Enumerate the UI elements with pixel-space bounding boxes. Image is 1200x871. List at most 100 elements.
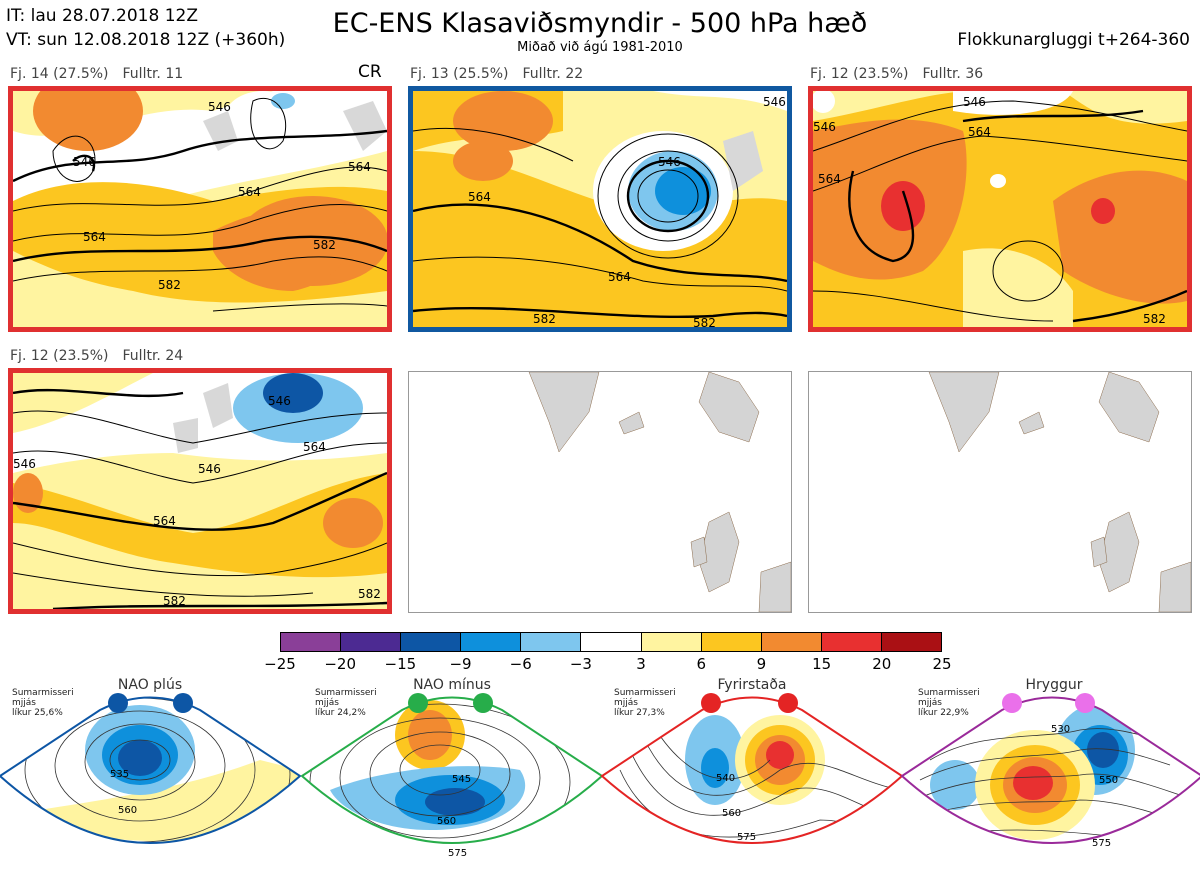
colorbar-swatch — [580, 633, 641, 651]
regime-contour-label: 545 — [452, 774, 471, 785]
regime-3-mean: mjjás — [614, 698, 638, 708]
contour-label: 564 — [348, 160, 371, 174]
regime-3-title: Fyrirstaða — [717, 677, 787, 693]
regime-3-probability: líkur 27,3% — [614, 708, 665, 718]
regime-3-note: Sumarmisseri mjjás líkur 27,3% — [614, 688, 676, 718]
colorbar-swatch — [520, 633, 581, 651]
colorbar-swatch — [281, 633, 341, 651]
panel-4-member: Fulltr. 24 — [122, 348, 184, 364]
contour-label: 582 — [313, 238, 336, 252]
colorbar — [280, 632, 942, 652]
regime-contour-label: 575 — [448, 848, 467, 859]
colorbar-tick-label: −3 — [569, 655, 592, 673]
regime-4-probability: líkur 22,9% — [918, 708, 969, 718]
regime-1-season: Sumarmisseri — [12, 688, 74, 698]
regime-contour-label: 560 — [437, 816, 456, 827]
regime-4-season: Sumarmisseri — [918, 688, 980, 698]
empty-base-map-1 — [408, 371, 792, 613]
contour-label: 564 — [468, 190, 491, 204]
page-subtitle: Miðað við ágú 1981-2010 — [517, 40, 683, 55]
colorbar-tick-label: 9 — [756, 655, 767, 673]
regime-4-mean: mjjás — [918, 698, 942, 708]
panel-1-cluster: Fj. 14 (27.5%) — [10, 66, 109, 82]
colorbar-tick-label: 20 — [872, 655, 892, 673]
panel-3-member: Fulltr. 36 — [922, 66, 984, 82]
contour-label: 546 — [198, 462, 221, 476]
regime-contour-label: 550 — [1099, 775, 1118, 786]
classification-window: Flokkunargluggi t+264-360 — [957, 30, 1190, 50]
contour-label: 546 — [963, 95, 986, 109]
regime-2-mean: mjjás — [315, 698, 339, 708]
regime-contour-label: 575 — [737, 832, 756, 843]
regime-1-title: NAO plús — [117, 677, 183, 693]
contour-label: 564 — [238, 185, 261, 199]
contour-label: 546 — [73, 155, 96, 169]
cluster-map-1: 546 564 564 582 582 546 564 — [8, 86, 392, 332]
contour-label: 564 — [968, 125, 991, 139]
empty-base-map-2 — [808, 371, 1192, 613]
regime-2-season: Sumarmisseri — [315, 688, 377, 698]
colorbar-swatch — [700, 633, 761, 651]
contour-label: 582 — [358, 587, 381, 601]
panel-3-caption: Fj. 12 (23.5%) Fulltr. 36 — [810, 66, 997, 82]
regime-contour-label: 530 — [1051, 724, 1070, 735]
contour-label: 564 — [608, 270, 631, 284]
contour-label: 546 — [13, 457, 36, 471]
cluster-map-2: 564 546 564 582 582 546 — [408, 86, 792, 332]
contour-label: 582 — [533, 312, 556, 326]
contour-label: 582 — [163, 594, 186, 608]
colorbar-swatch — [820, 633, 881, 651]
page-title: EC-ENS Klasaviðsmyndir - 500 hPa hæð — [332, 8, 868, 39]
contour-label: 564 — [153, 514, 176, 528]
colorbar-swatch — [400, 633, 461, 651]
regime-contour-label: 560 — [118, 805, 137, 816]
panel-2-caption: Fj. 13 (25.5%) Fulltr. 22 — [410, 66, 597, 82]
colorbar-tick-label: 3 — [636, 655, 646, 673]
initial-time: IT: lau 28.07.2018 12Z — [6, 6, 198, 26]
regime-contour-label: 540 — [716, 773, 735, 784]
colorbar-tick-label: −25 — [264, 655, 296, 673]
contour-label: 564 — [818, 172, 841, 186]
regime-maps: 535 560 545 560 575 540 560 575 530 550 … — [0, 693, 1200, 859]
colorbar-tick-label: 6 — [696, 655, 707, 673]
panel-2-member: Fulltr. 22 — [522, 66, 584, 82]
contour-label: 564 — [303, 440, 326, 454]
contour-label: 546 — [658, 155, 681, 169]
colorbar-swatch — [340, 633, 401, 651]
contour-label: 546 — [763, 95, 786, 109]
colorbar-swatch — [460, 633, 521, 651]
panel-1-tag: CR — [358, 62, 382, 82]
regime-2-note: Sumarmisseri mjjás líkur 24,2% — [315, 688, 377, 718]
regime-1-note: Sumarmisseri mjjás líkur 25,6% — [12, 688, 74, 718]
regime-contour-label: 575 — [1092, 838, 1111, 849]
regime-3-season: Sumarmisseri — [614, 688, 676, 698]
contour-label: 582 — [693, 316, 716, 327]
colorbar-swatch — [760, 633, 821, 651]
regime-2-title: NAO mínus — [413, 677, 491, 693]
panel-4-cluster: Fj. 12 (23.5%) — [10, 348, 109, 364]
panel-3-cluster: Fj. 12 (23.5%) — [810, 66, 909, 82]
contour-label: 546 — [813, 120, 836, 134]
regime-1-probability: líkur 25,6% — [12, 708, 63, 718]
regime-contour-label: 560 — [722, 808, 741, 819]
valid-time: VT: sun 12.08.2018 12Z (+360h) — [6, 30, 286, 50]
regime-2-probability: líkur 24,2% — [315, 708, 366, 718]
panel-1-member: Fulltr. 11 — [122, 66, 184, 82]
cluster-map-4: 546 564 546 564 582 582 546 — [8, 368, 392, 614]
colorbar-swatch — [640, 633, 701, 651]
regime-1-mean: mjjás — [12, 698, 36, 708]
regime-contour-label: 535 — [110, 769, 129, 780]
colorbar-tick-label: 15 — [812, 655, 832, 673]
colorbar-swatch — [880, 633, 942, 651]
colorbar-tick-label: −15 — [384, 655, 417, 673]
panel-4-caption: Fj. 12 (23.5%) Fulltr. 24 — [10, 348, 197, 364]
contour-label: 546 — [268, 394, 291, 408]
colorbar-tick-label: 25 — [932, 655, 952, 673]
cluster-map-3: 546 564 564 582 546 — [808, 86, 1192, 332]
contour-label: 546 — [208, 100, 231, 114]
panel-1-caption: Fj. 14 (27.5%) Fulltr. 11 — [10, 66, 197, 82]
regime-4-title: Hryggur — [1025, 677, 1083, 693]
colorbar-tick-label: −20 — [324, 655, 356, 673]
panel-2-cluster: Fj. 13 (25.5%) — [410, 66, 509, 82]
colorbar-labels: −25 −20 −15 −9 −6 −3 3 6 9 15 20 25 — [264, 655, 951, 675]
